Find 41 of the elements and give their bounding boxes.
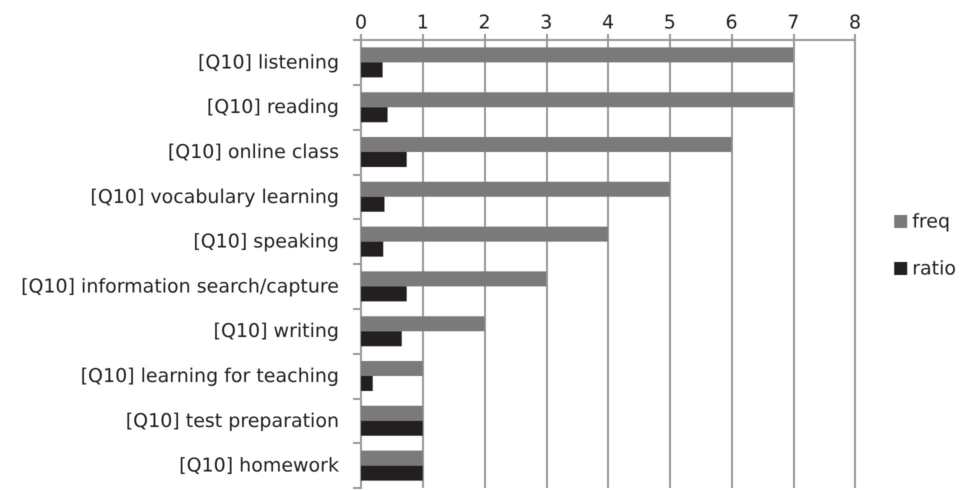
bar [361, 136, 732, 152]
bar [361, 62, 383, 78]
bar [361, 107, 388, 122]
bar [361, 376, 373, 392]
bar [361, 152, 407, 168]
bar [361, 286, 407, 302]
bar [361, 196, 384, 212]
x-tick-label: 1 [416, 12, 429, 34]
x-tick-label: 7 [787, 12, 800, 34]
bar [361, 450, 423, 466]
x-tick-label: 0 [354, 12, 368, 34]
bar [361, 92, 794, 108]
bar [361, 466, 423, 481]
y-tick-label: [Q10] online class [168, 141, 339, 163]
x-tick-label: 6 [725, 12, 738, 34]
y-tick-label: [Q10] listening [198, 51, 339, 74]
bar [361, 406, 423, 421]
y-tick-label: [Q10] speaking [193, 230, 339, 253]
bar [361, 226, 608, 242]
x-tick-label: 2 [478, 12, 491, 34]
y-tick-label: [Q10] vocabulary learning [90, 186, 339, 208]
bar [361, 316, 484, 332]
bar [361, 182, 670, 197]
x-tick-label: 8 [848, 12, 862, 34]
y-tick-label: [Q10] homework [179, 454, 339, 477]
y-tick-label: [Q10] writing [214, 320, 339, 342]
bar [361, 271, 546, 286]
bar [361, 360, 423, 376]
bar [361, 242, 384, 257]
y-tick-label: [Q10] learning for teaching [80, 365, 339, 387]
y-tick-label: [Q10] test preparation [126, 410, 339, 432]
y-tick-label: [Q10] information search/capture [21, 275, 339, 298]
x-tick-label: 5 [664, 12, 676, 34]
bar [361, 420, 423, 436]
x-tick-label: 3 [540, 12, 552, 34]
legend-label: freq [912, 210, 950, 232]
bar [361, 331, 402, 346]
y-tick-label: [Q10] reading [206, 96, 339, 118]
legend-label: ratio [912, 258, 956, 280]
x-tick-label: 4 [602, 12, 614, 34]
bar [361, 47, 794, 62]
